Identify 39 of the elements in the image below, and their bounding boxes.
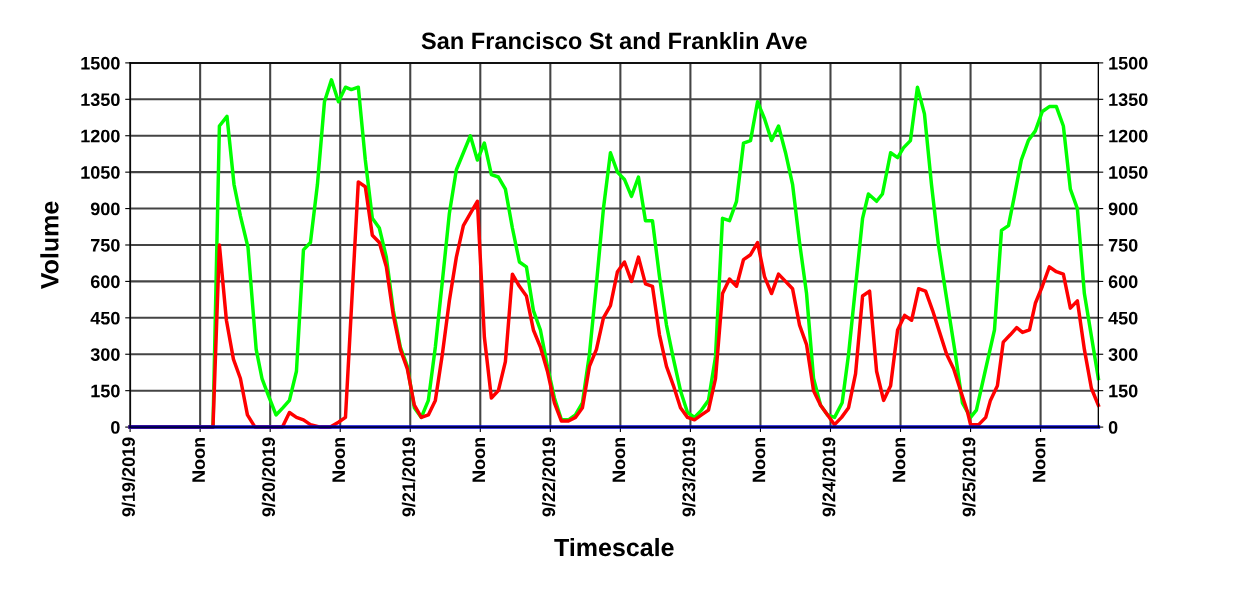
x-tick-label: 9/20/2019 [261, 437, 276, 517]
x-tick-label: Noon [472, 437, 486, 482]
y-tick-label: 900 [90, 202, 120, 216]
y-tick-label: 750 [91, 238, 120, 252]
x-tick-label: Noon [192, 437, 205, 482]
x-tick-label: Noon [612, 437, 626, 482]
y2-tick-label: 600 [1108, 275, 1138, 289]
x-tick-label: Noon [892, 437, 906, 482]
x-axis-title: Timescale [554, 537, 674, 557]
x-tick-label: Noon [752, 437, 766, 482]
x-tick-label: 9/23/2019 [681, 437, 696, 517]
y2-tick-label: 1050 [1109, 166, 1148, 179]
x-tick-label: 9/19/2019 [121, 437, 136, 517]
y-tick-label: 1050 [81, 166, 120, 179]
x-tick-label: 9/21/2019 [401, 437, 416, 517]
x-tick-label: Noon [1032, 437, 1046, 482]
y-axis-title: Volume [40, 201, 59, 290]
y2-tick-label: 1500 [1109, 56, 1148, 70]
y2-tick-label: 1350 [1109, 93, 1148, 107]
y-tick-label: 600 [90, 275, 120, 289]
y-tick-label: 1200 [81, 129, 120, 143]
y2-tick-label: 300 [1108, 348, 1138, 361]
y-tick-label: 300 [90, 348, 120, 361]
y2-tick-label: 450 [1108, 311, 1138, 325]
chart-title: San Francisco St and Franklin Ave [421, 31, 807, 50]
y-tick-label: 0 [111, 421, 120, 434]
y-tick-label: 1500 [81, 56, 120, 70]
y-tick-label: 1350 [81, 93, 120, 107]
x-tick-label: Noon [332, 437, 346, 482]
x-tick-label: 9/22/2019 [541, 437, 556, 517]
y2-tick-label: 900 [1108, 202, 1138, 216]
y2-tick-label: 0 [1108, 421, 1118, 434]
y-tick-label: 450 [90, 311, 120, 325]
x-tick-label: 9/24/2019 [822, 437, 836, 517]
y-tick-label: 150 [91, 384, 120, 398]
y2-tick-label: 1200 [1109, 129, 1148, 143]
x-tick-label: 9/25/2019 [962, 437, 976, 517]
y2-tick-label: 750 [1108, 238, 1138, 252]
y2-tick-label: 150 [1109, 384, 1138, 398]
